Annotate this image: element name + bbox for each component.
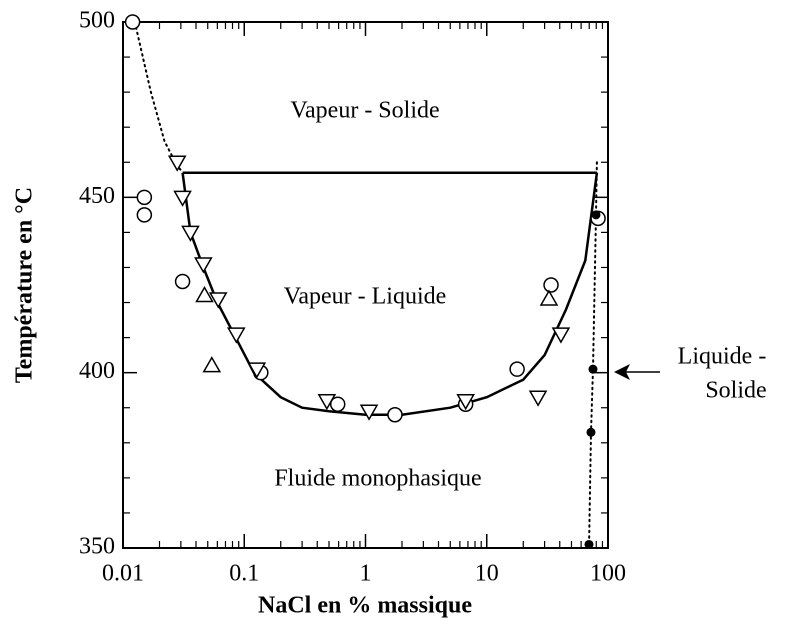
phase-curve [588,161,598,549]
region-label: Liquide - [678,344,767,370]
x-tick-label: 1 [360,561,372,587]
marker [586,427,596,437]
y-axis-label: Température en °C [12,187,38,383]
y-tick-label: 400 [79,358,115,384]
x-tick-label: 100 [590,561,626,587]
y-tick-label: 450 [79,183,115,209]
marker [588,364,598,374]
y-tick-label: 500 [79,8,115,34]
marker [456,393,475,411]
marker [174,273,191,290]
x-axis-label: NaCl en % massique [258,593,472,619]
region-label: Vapeur - Liquide [284,284,447,310]
x-tick-label: 10 [475,561,499,587]
marker [528,390,548,407]
y-tick-label: 350 [79,534,115,560]
marker [194,257,213,274]
marker [202,356,222,373]
marker [359,404,379,421]
marker [181,225,200,242]
region-label: Vapeur - Solide [290,98,439,124]
marker [543,277,559,293]
region-label: Solide [705,378,766,404]
marker [227,327,246,344]
marker [136,207,153,223]
marker [591,210,601,220]
marker [551,327,571,344]
marker [173,190,192,207]
marker [124,14,141,30]
marker [584,539,594,549]
marker [387,406,403,423]
marker [329,396,346,412]
phase-curve [133,21,184,174]
marker [136,189,153,206]
marker [509,361,525,377]
marker [195,286,214,303]
x-tick-label: 0.01 [102,561,144,587]
x-tick-label: 0.1 [229,561,259,587]
marker [247,362,267,379]
marker [208,292,228,309]
arrow [614,364,660,380]
marker [167,155,187,172]
marker [539,289,559,306]
region-label: Fluide monophasique [274,466,481,492]
marker [317,393,337,411]
